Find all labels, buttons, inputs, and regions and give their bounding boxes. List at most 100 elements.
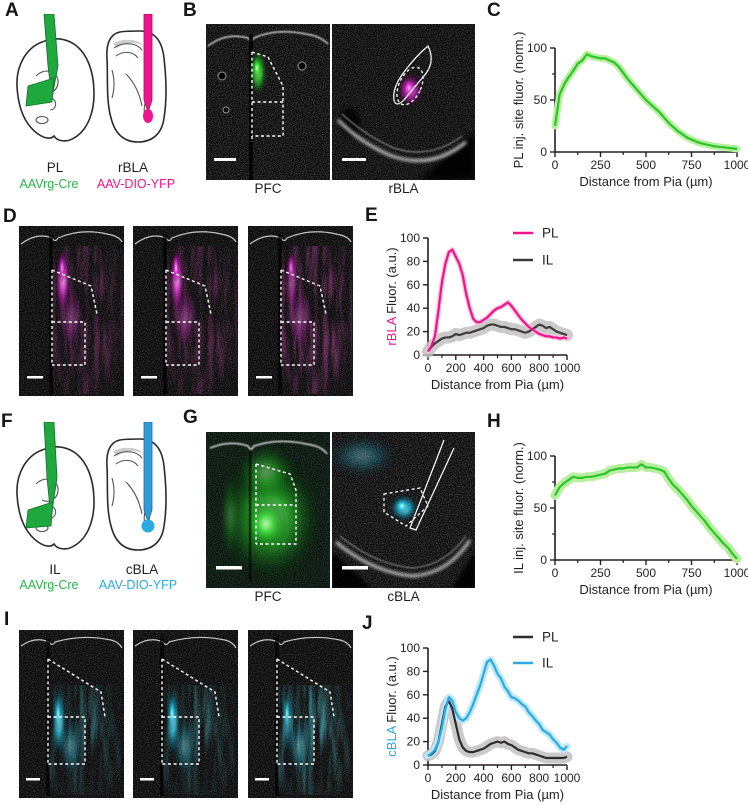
region-outline-dashed	[255, 463, 297, 545]
midline	[49, 234, 53, 394]
micrograph-i-2	[133, 630, 238, 798]
y-tick-label: 0	[540, 145, 547, 159]
y-tick-label: 20	[407, 325, 421, 339]
tissue-surface	[249, 231, 352, 245]
region-label-cbla: cBLA	[125, 562, 159, 577]
micrograph-d-2	[133, 226, 238, 396]
x-tick-label: 500	[636, 566, 656, 580]
micrograph-rbla-fibers	[19, 226, 124, 396]
y-tick-label: 40	[407, 301, 421, 315]
scale-bar	[26, 778, 40, 781]
chart-il-injection-site: 0 250 500 750 1000 0 50 100 Distance from Pia (µ…	[511, 442, 748, 597]
x-tick-label: 250	[590, 158, 610, 172]
series-line-PL-inj	[553, 53, 738, 150]
image-label-pfc: PFC	[254, 181, 282, 196]
tissue-surface	[335, 539, 472, 578]
y-tick-label: 0	[540, 553, 547, 567]
region-label-rbla: rBLA	[117, 160, 148, 175]
panel-letter-a: A	[5, 0, 19, 21]
x-tick-label: 1000	[724, 566, 748, 580]
region-outline-dashed	[47, 658, 106, 765]
tissue-surface	[207, 31, 329, 47]
y-tick-label: 50	[534, 93, 548, 107]
scale-bar	[214, 158, 236, 161]
region-outline-dashed	[165, 269, 212, 366]
virus-label-aav-dio-yfp: AAV-DIO-YFP	[98, 578, 178, 592]
chart-pl-injection-site: 0 250 500 750 1000 0 50 100 Distance from Pia (µ…	[511, 32, 748, 189]
panel-f-diagram	[16, 422, 167, 551]
x-tick-label: 800	[529, 771, 549, 785]
panel-a-diagram	[16, 14, 167, 143]
panel-letter-c: C	[487, 0, 501, 21]
panel-letter-e: E	[365, 205, 378, 226]
virus-label-aavrg-cre: AAVrg-Cre	[19, 177, 79, 191]
micrograph-cbla-fibers	[19, 630, 124, 798]
legend-label-IL: IL	[542, 253, 554, 268]
x-tick-label: 750	[681, 566, 701, 580]
pipette-icon-blue	[141, 422, 155, 533]
panel-letter-h: H	[487, 411, 501, 432]
x-axis-label: Distance from Pia (µm)	[431, 377, 564, 392]
series-line-IL	[427, 658, 568, 757]
region-outline-dashed	[51, 269, 98, 366]
scale-bar	[140, 778, 154, 781]
scale-bar	[141, 376, 157, 379]
region-outline-dashed	[280, 269, 327, 366]
y-tick-label: 100	[527, 41, 547, 55]
y-tick-label: 60	[407, 688, 421, 702]
y-tick-label: 40	[407, 711, 421, 725]
region-label-pl: PL	[46, 160, 64, 175]
brain-detail-lines	[111, 447, 150, 532]
micrograph-g-pfc	[206, 432, 330, 588]
x-tick-label: 250	[590, 566, 610, 580]
x-tick-label: 1000	[554, 771, 581, 785]
micrograph-g-cbla	[332, 432, 475, 588]
y-tick-label: 100	[527, 449, 547, 463]
virus-label-aav-dio-yfp: AAV-DIO-YFP	[96, 177, 176, 191]
micrograph-cbla-fibers	[248, 630, 353, 798]
scale-bar	[342, 566, 368, 570]
legend-label-PL: PL	[542, 630, 559, 645]
region-outline-dashed	[161, 658, 220, 765]
brain-outline-bla	[106, 438, 167, 551]
micrograph-d-1	[19, 226, 124, 396]
bla-outline	[393, 45, 432, 105]
y-tick-label: 0	[413, 348, 420, 362]
scale-bar	[342, 158, 366, 161]
tissue-surface	[20, 636, 123, 649]
scale-bar	[256, 376, 272, 379]
x-tick-label: 1000	[724, 158, 748, 172]
panel-letter-g: G	[183, 407, 198, 428]
midline	[278, 234, 282, 394]
y-tick-label: 20	[407, 735, 421, 749]
micrograph-d-3	[248, 226, 353, 396]
micrograph-cbla-fibers	[133, 630, 238, 798]
x-tick-label: 400	[474, 771, 494, 785]
legend-label-PL: PL	[542, 226, 559, 241]
panel-letter-f: F	[1, 411, 13, 432]
y-axis-label: rBLA Fluor. (a.u.)	[384, 247, 399, 345]
scale-bar	[27, 376, 43, 379]
x-tick-label: 0	[425, 361, 432, 375]
y-axis-label: PL inj. site fluor. (norm.)	[511, 32, 526, 169]
midline	[249, 34, 253, 180]
y-tick-label: 50	[534, 501, 548, 515]
y-tick-label: 100	[400, 641, 420, 655]
y-tick-label: 60	[407, 278, 421, 292]
x-tick-label: 400	[474, 361, 494, 375]
pipette-track-outline	[409, 439, 455, 531]
x-tick-label: 800	[529, 361, 549, 375]
series-line-PL	[427, 699, 568, 760]
x-tick-label: 500	[636, 158, 656, 172]
micrograph-b-pfc	[206, 24, 330, 180]
x-tick-label: 600	[501, 361, 521, 375]
x-axis-label: Distance from Pia (µm)	[579, 174, 712, 189]
y-tick-label: 80	[407, 254, 421, 268]
x-tick-label: 600	[501, 771, 521, 785]
y-tick-label: 80	[407, 664, 421, 678]
x-tick-label: 0	[552, 566, 559, 580]
series-line-IL-inj	[554, 463, 738, 560]
x-axis-label: Distance from Pia (µm)	[431, 787, 564, 802]
x-tick-label: 200	[446, 771, 466, 785]
series-line-PL	[427, 248, 568, 353]
